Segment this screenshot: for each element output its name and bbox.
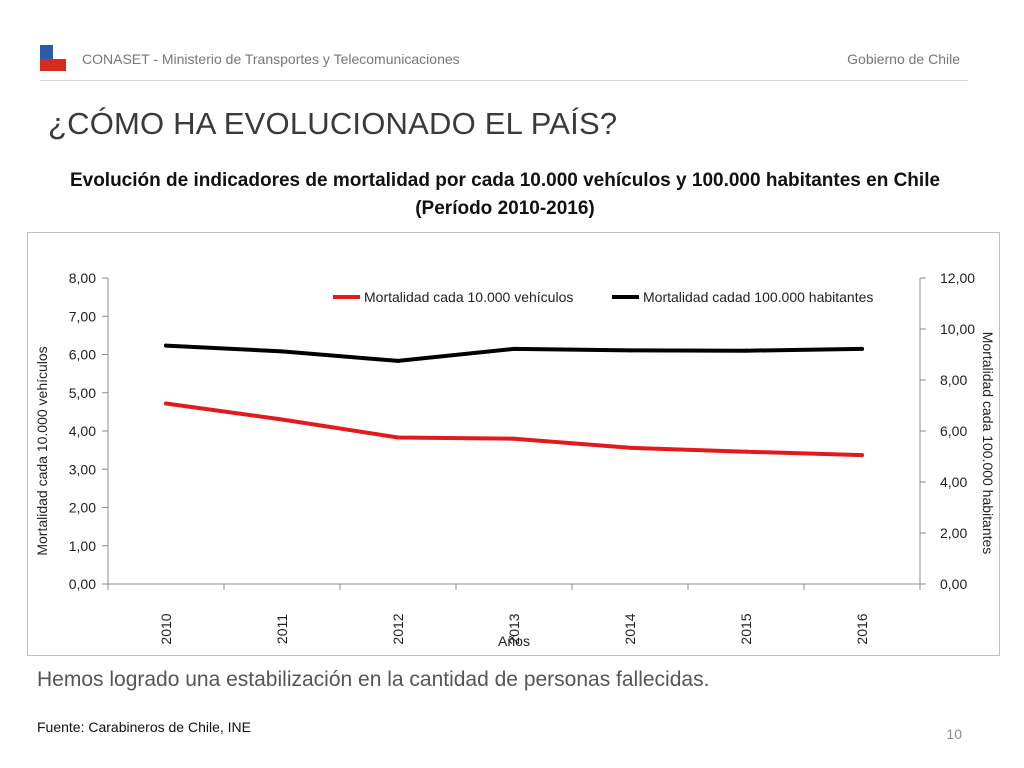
y-right-tick-label: 0,00 xyxy=(940,576,967,592)
y-right-tick-label: 8,00 xyxy=(940,372,967,388)
series-2-point xyxy=(860,346,864,351)
y-right-tick-label: 10,00 xyxy=(940,321,975,337)
y-left-tick-label: 8,00 xyxy=(69,270,96,286)
flag-red-band xyxy=(40,59,66,71)
chart-heading: Evolución de indicadores de mortalidad p… xyxy=(40,167,970,223)
y-right-tick-label: 2,00 xyxy=(940,525,967,541)
y-right-tick-label: 6,00 xyxy=(940,423,967,439)
series-2-point xyxy=(744,348,748,353)
header-divider xyxy=(40,80,968,81)
header-organization: CONASET - Ministerio de Transportes y Te… xyxy=(82,51,460,67)
x-tick-label: 2012 xyxy=(390,613,406,644)
x-axis-title: Años xyxy=(498,633,530,649)
y-left-tick-label: 3,00 xyxy=(69,461,96,477)
page-number: 10 xyxy=(946,726,962,742)
header-government: Gobierno de Chile xyxy=(847,51,960,67)
y-left-tick-label: 0,00 xyxy=(69,576,96,592)
x-tick-label: 2016 xyxy=(854,613,870,644)
series-1-point xyxy=(164,401,168,406)
source-note: Fuente: Carabineros de Chile, INE xyxy=(37,719,251,735)
legend-label-1: Mortalidad cada 10.000 vehículos xyxy=(364,289,573,305)
y-left-tick-label: 4,00 xyxy=(69,423,96,439)
y-left-tick-label: 5,00 xyxy=(69,385,96,401)
x-tick-label: 2013 xyxy=(506,613,522,644)
series-2-point xyxy=(628,348,632,353)
series-line-1 xyxy=(164,401,864,458)
series-1-point xyxy=(396,435,400,440)
tagline: Hemos logrado una estabilización en la c… xyxy=(37,668,710,691)
series-2-point xyxy=(280,349,284,354)
series-2-point xyxy=(164,343,168,348)
x-tick-label: 2014 xyxy=(622,613,638,644)
y-left-tick-label: 6,00 xyxy=(69,347,96,363)
flag-white-band xyxy=(53,45,66,59)
chile-flag-icon xyxy=(40,45,66,71)
series-2-point xyxy=(396,358,400,363)
series-1-point xyxy=(280,417,284,422)
flag-blue-canton xyxy=(40,45,53,59)
y-axis-right-title: Mortalidad cada 100.000 habitantes xyxy=(980,332,996,555)
y-right-tick-label: 4,00 xyxy=(940,474,967,490)
series-1-point xyxy=(744,449,748,454)
legend-label-2: Mortalidad cadad 100.000 habitantes xyxy=(643,289,873,305)
y-right-tick-label: 12,00 xyxy=(940,270,975,286)
y-axis-left-title: Mortalidad cada 10.000 vehículos xyxy=(34,346,50,555)
x-tick-label: 2015 xyxy=(738,613,754,644)
series-1-point xyxy=(628,445,632,450)
y-left-tick-label: 2,00 xyxy=(69,500,96,516)
chart-container: 0,00 1,00 2,00 3,00 4,00 5,00 6,00 7,00 8,00 0,00… xyxy=(27,232,1000,656)
series-1-point xyxy=(512,436,516,441)
x-tick-label: 2010 xyxy=(158,613,174,644)
chart-heading-line-1: Evolución de indicadores de mortalidad p… xyxy=(69,170,941,191)
y-left-tick-label: 1,00 xyxy=(69,538,96,554)
y-left-tick-label: 7,00 xyxy=(69,308,96,324)
series-2-point xyxy=(512,346,516,351)
x-tick-label: 2011 xyxy=(274,614,290,644)
line-chart: 0,00 1,00 2,00 3,00 4,00 5,00 6,00 7,00 8,00 0,00… xyxy=(34,270,996,649)
series-1-point xyxy=(860,453,864,458)
slide-title: ¿CÓMO HA EVOLUCIONADO EL PAÍS? xyxy=(48,106,618,141)
chart-heading-line-2: (Período 2010-2016) xyxy=(415,198,595,219)
